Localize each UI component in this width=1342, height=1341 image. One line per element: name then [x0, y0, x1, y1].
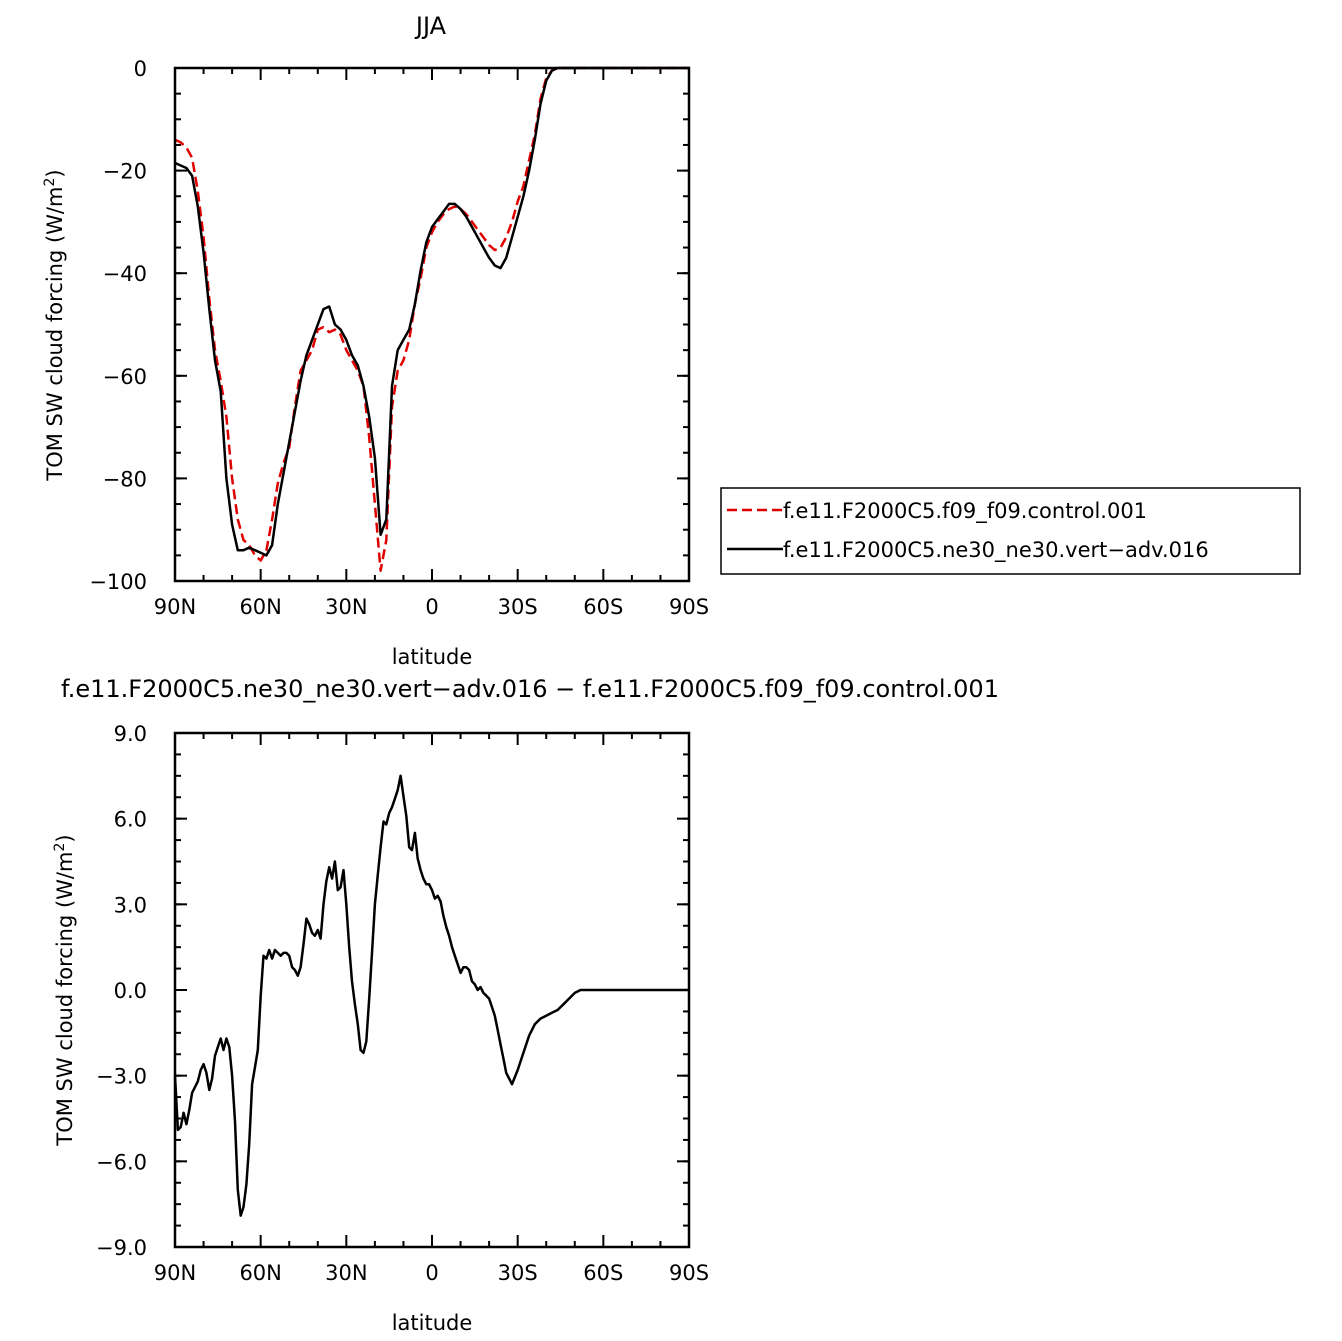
- bottom-x-tick-label: 90S: [669, 1261, 709, 1285]
- bottom-x-axis-title: latitude: [392, 1311, 473, 1335]
- top-plot-title: JJA: [414, 12, 447, 40]
- bottom-y-axis-title-superscript: 2: [52, 843, 68, 852]
- top-x-tick-label: 90S: [669, 595, 709, 619]
- legend: f.e11.F2000C5.f09_f09.control.001 f.e11.…: [720, 487, 1301, 575]
- top-y-axis-title: TOM SW cloud forcing (W/m2): [42, 169, 67, 481]
- bottom-y-tick-label: 9.0: [114, 722, 147, 746]
- bottom-x-tick-label: 60N: [239, 1261, 281, 1285]
- top-x-axis-title: latitude: [392, 645, 473, 669]
- top-x-tick-label: 30N: [325, 595, 367, 619]
- top-y-tick-label: −40: [103, 262, 147, 286]
- bottom-plot-frame: [173, 731, 691, 1249]
- bottom-x-tick-label: 90N: [154, 1261, 196, 1285]
- bottom-y-tick-label: −6.0: [96, 1150, 147, 1174]
- top-series-line-0: [174, 66, 689, 572]
- bottom-x-tick-label: 30S: [498, 1261, 538, 1285]
- bottom-y-axis-title-end: ): [53, 834, 77, 842]
- legend-label-vert-adv: f.e11.F2000C5.ne30_ne30.vert−adv.016: [783, 538, 1209, 563]
- top-x-tick-label: 60N: [239, 595, 281, 619]
- top-plot-frame: [173, 66, 691, 583]
- bottom-series-line-0: [173, 774, 689, 1217]
- top-x-tick-label: 90N: [154, 595, 196, 619]
- legend-label-control: f.e11.F2000C5.f09_f09.control.001: [783, 499, 1147, 524]
- bottom-plot-title: f.e11.F2000C5.ne30_ne30.vert−adv.016 − f…: [61, 675, 999, 703]
- top-y-tick-label: −60: [103, 365, 147, 389]
- bottom-x-tick-label: 60S: [583, 1261, 623, 1285]
- bottom-y-tick-label: 0.0: [114, 979, 147, 1003]
- bottom-x-tick-label: 30N: [325, 1261, 367, 1285]
- bottom-y-axis-title: TOM SW cloud forcing (W/m2): [52, 834, 77, 1146]
- top-y-tick-label: −100: [89, 570, 147, 594]
- bottom-x-tick-label: 0: [425, 1261, 438, 1285]
- top-series-group: [174, 66, 689, 572]
- bottom-series-group: [173, 774, 689, 1217]
- bottom-axes: 90N 60N 30N 0 30S 60S 90S 9.0 6.0 3.0 0.0 −3.0 −6.0 −…: [96, 722, 709, 1285]
- top-series-line-1: [174, 66, 689, 557]
- top-panel: JJA 90N 60N 30N 0 30S 60S 90S 0 −20 −40 −60 −80 −100…: [42, 12, 1301, 669]
- legend-frame: [720, 487, 1301, 575]
- bottom-y-tick-label: −3.0: [96, 1065, 147, 1089]
- top-axes: 90N 60N 30N 0 30S 60S 90S 0 −20 −40 −60 −80 −100: [89, 57, 709, 619]
- bottom-y-tick-label: 3.0: [114, 893, 147, 917]
- bottom-y-tick-label: 6.0: [114, 808, 147, 832]
- bottom-y-axis-title-main: TOM SW cloud forcing (W/m: [53, 852, 77, 1147]
- top-y-tick-label: 0: [134, 57, 147, 81]
- top-y-axis-title-superscript: 2: [42, 178, 58, 187]
- bottom-y-tick-label: −9.0: [96, 1236, 147, 1260]
- top-y-tick-label: −20: [103, 160, 147, 184]
- top-y-axis-title-main: TOM SW cloud forcing (W/m: [43, 187, 67, 482]
- top-y-axis-title-end: ): [43, 169, 67, 177]
- top-x-tick-label: 0: [425, 595, 438, 619]
- top-x-tick-label: 60S: [583, 595, 623, 619]
- bottom-panel: f.e11.F2000C5.ne30_ne30.vert−adv.016 − f…: [52, 675, 999, 1335]
- top-y-tick-label: −80: [103, 467, 147, 491]
- top-x-tick-label: 30S: [498, 595, 538, 619]
